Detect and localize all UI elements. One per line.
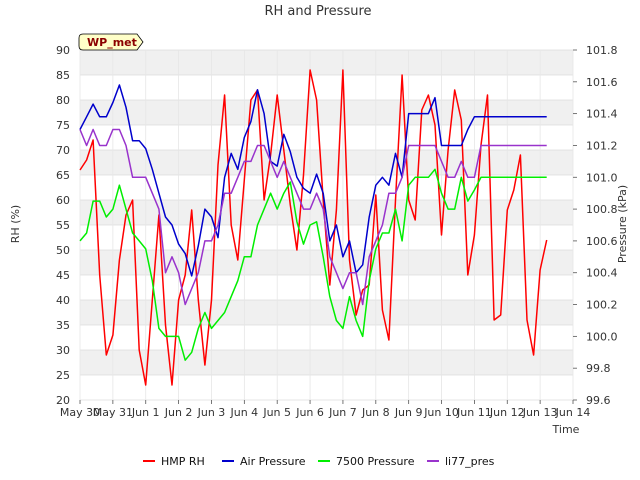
- x-tick-label: Jun 5: [262, 406, 291, 419]
- y-tick-label: 30: [56, 344, 70, 357]
- y-tick-label: 25: [56, 369, 70, 382]
- y-tick-label: 65: [56, 169, 70, 182]
- series-lines: [79, 69, 548, 386]
- x-tick-label: Jun 12: [489, 406, 525, 419]
- x-tick-label: May 30: [60, 406, 100, 419]
- x-tick-label: Jun 2: [164, 406, 193, 419]
- y2-tick-label: 100.8: [586, 203, 618, 216]
- y-tick-label: 20: [56, 394, 70, 407]
- chart-title: RH and Pressure: [264, 4, 371, 19]
- plot-band: [80, 50, 573, 75]
- y2-tick-label: 101.0: [586, 171, 618, 184]
- series-line-2: [79, 168, 547, 361]
- x-tick-label: Jun 7: [328, 406, 357, 419]
- y-tick-label: 55: [56, 219, 70, 232]
- y2-axis-title: Pressure (kPa): [616, 185, 629, 263]
- x-tick-label: Jun 14: [555, 406, 591, 419]
- y-tick-label: 50: [56, 244, 70, 257]
- y2-tick-label: 100.4: [586, 267, 618, 280]
- x-tick-label: Jun 11: [456, 406, 492, 419]
- x-tick-label: Jun 1: [131, 406, 160, 419]
- series-line-3: [79, 128, 547, 306]
- legend-label: 7500 Pressure: [336, 455, 415, 468]
- y-tick-label: 80: [56, 94, 70, 107]
- y-tick-label: 45: [56, 269, 70, 282]
- axes: 20 25 30 35 40 45 50 55 60 65 70 75 80 85 90 May 30May …: [56, 44, 618, 419]
- wp-met-badge: WP_met: [78, 33, 144, 51]
- plot-band: [80, 350, 573, 375]
- badge-frame: [78, 33, 144, 51]
- plot-band: [80, 150, 573, 175]
- badge-label: WP_met: [87, 36, 137, 49]
- series-line-0: [79, 69, 548, 386]
- y2-tick-label: 100.2: [586, 299, 618, 312]
- legend-label: HMP RH: [161, 455, 205, 468]
- legend: HMP RH Air Pressure 7500 Pressure li77_pres: [143, 455, 495, 468]
- y2-tick-label: 99.6: [586, 394, 611, 407]
- x-tick-label: Jun 6: [295, 406, 324, 419]
- plot-band: [80, 300, 573, 325]
- legend-label: Air Pressure: [240, 455, 306, 468]
- y-tick-label: 90: [56, 44, 70, 57]
- x-tick-label: Jun 4: [229, 406, 258, 419]
- y2-tick-label: 100.6: [586, 235, 618, 248]
- y2-tick-label: 101.4: [586, 108, 618, 121]
- y-tick-label: 35: [56, 319, 70, 332]
- y2-tick-label: 101.8: [586, 44, 618, 57]
- y-tick-label: 40: [56, 294, 70, 307]
- x-tick-label: May 31: [93, 406, 133, 419]
- y-axis-title: RH (%): [9, 205, 22, 243]
- x-tick-label: Jun 9: [394, 406, 423, 419]
- y-tick-label: 85: [56, 69, 70, 82]
- x-tick-label: Jun 8: [361, 406, 390, 419]
- y2-tick-label: 99.8: [586, 362, 611, 375]
- x-tick-label: Jun 10: [423, 406, 459, 419]
- x-tick-label: Jun 13: [522, 406, 558, 419]
- y2-tick-label: 101.6: [586, 76, 618, 89]
- x-tick-label: Jun 3: [197, 406, 226, 419]
- y2-tick-label: 100.0: [586, 330, 618, 343]
- y2-tick-label: 101.2: [586, 139, 618, 152]
- series-line-1: [79, 84, 547, 277]
- x-axis-title: Time: [552, 423, 580, 436]
- y-tick-label: 70: [56, 144, 70, 157]
- plot-band: [80, 100, 573, 125]
- legend-label: li77_pres: [445, 455, 495, 468]
- y-tick-label: 60: [56, 194, 70, 207]
- y-tick-label: 75: [56, 119, 70, 132]
